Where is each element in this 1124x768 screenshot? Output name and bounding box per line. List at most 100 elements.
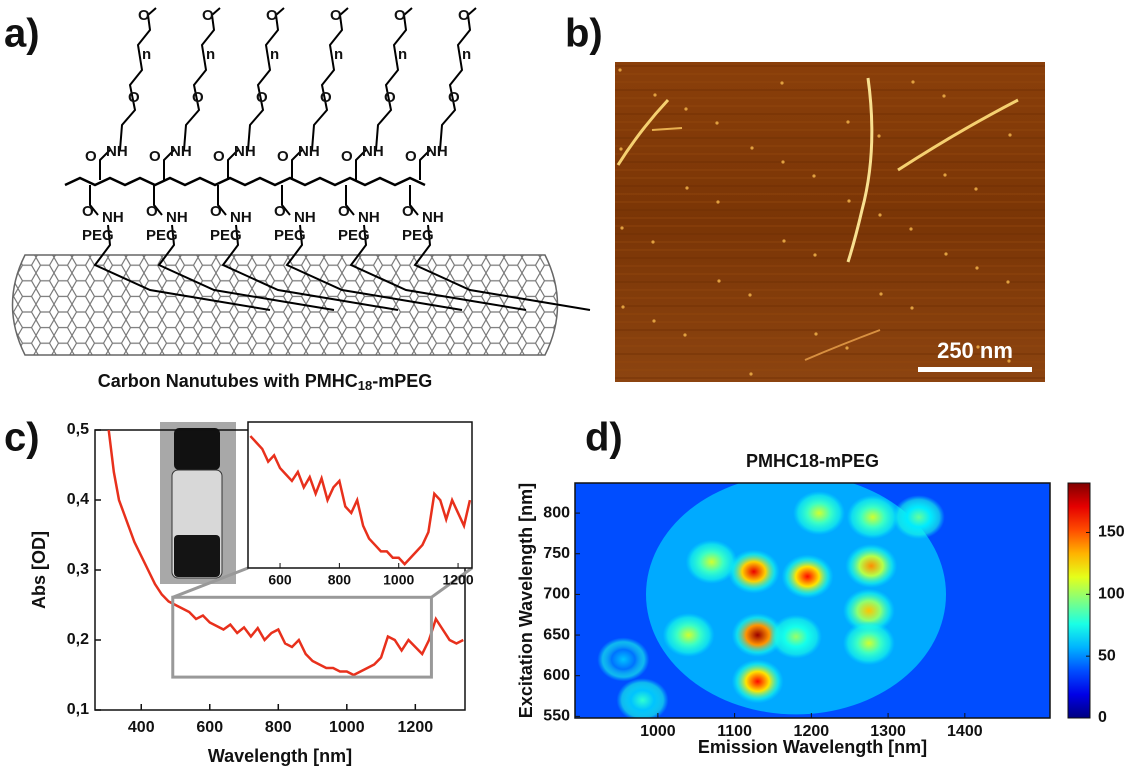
atom-label: O (202, 7, 214, 24)
particle (621, 305, 625, 309)
atom-label: PEG (82, 227, 114, 244)
vial-photo (160, 422, 236, 584)
x-axis-label: Emission Wavelength [nm] (698, 737, 927, 757)
inset-line (249, 435, 472, 566)
particle (878, 213, 882, 217)
pl-spot (685, 539, 738, 584)
atom-label: NH (166, 209, 188, 226)
pl-spot (662, 613, 715, 658)
particle (620, 226, 624, 230)
absorbance-chart: 400 600 800 1000 1200 0,1 0,2 0,3 0,4 0,5 Waveleng… (29, 421, 474, 766)
atom-label: O (274, 203, 286, 220)
y-tick-label: 0,1 (67, 701, 89, 718)
line (107, 429, 464, 677)
atom-label: NH (170, 143, 192, 160)
atom-label: O (320, 89, 332, 106)
particle (879, 292, 883, 296)
atom-label: PEG (402, 227, 434, 244)
particle (1006, 280, 1010, 284)
atom-label: O (384, 89, 396, 106)
caption: Carbon Nanutubes with PMHC18-mPEG (98, 371, 432, 394)
y-tick-label: 650 (543, 626, 570, 643)
atom-label: NH (358, 209, 380, 226)
particle (813, 253, 817, 257)
colorbar-tick-label: 150 (1098, 524, 1124, 541)
atom-label: O (138, 7, 150, 24)
particle (911, 80, 915, 84)
atom-label: NH (422, 209, 444, 226)
side-chain (281, 185, 463, 311)
atom-label: NH (294, 209, 316, 226)
colorbar-tick-label: 50 (1098, 647, 1116, 664)
atom-label: NH (230, 209, 252, 226)
particle (812, 174, 816, 178)
particle (782, 239, 786, 243)
atom-label: O (85, 148, 97, 165)
atom-label: O (149, 148, 161, 165)
pl-spot (793, 491, 846, 536)
particle (847, 199, 851, 203)
x-tick-label: 1400 (947, 723, 983, 740)
atom-label: O (266, 7, 278, 24)
y-tick-label: 0,3 (67, 561, 89, 578)
side-chain (89, 185, 271, 311)
atom-label: O (448, 89, 460, 106)
atom-label: O (128, 89, 140, 106)
pl-map: 1000 1100 1200 1300 1400550600650700750800PM… (516, 451, 1124, 757)
particle (1007, 359, 1011, 363)
atom-label: PEG (338, 227, 370, 244)
caption-text: -mPEG (372, 371, 432, 391)
atom-label: O (341, 148, 353, 165)
chart-title: PMHC18-mPEG (746, 451, 879, 471)
atom-label: NH (298, 143, 320, 160)
colorbar (1067, 482, 1091, 719)
atom-label: O (192, 89, 204, 106)
inset-x-tick-label: 1000 (383, 572, 414, 588)
atom-label: O (256, 89, 268, 106)
inset-x-tick-label: 600 (268, 572, 292, 588)
pl-spot (846, 495, 899, 540)
caption-subscript: 18 (358, 378, 372, 393)
particle (780, 81, 784, 85)
pl-spot (731, 613, 784, 658)
panel-label: d) (585, 416, 623, 460)
colorbar-tick-label: 0 (1098, 709, 1107, 726)
y-tick-label: 0,4 (67, 491, 89, 508)
map-frame (574, 482, 1051, 719)
x-tick-label: 800 (265, 719, 292, 736)
pl-spot (842, 588, 895, 633)
pl-spot (597, 637, 650, 682)
particle (750, 146, 754, 150)
zoom-connector (430, 566, 473, 599)
atom-label: O (146, 203, 158, 220)
particle (943, 173, 947, 177)
atom-label: n (270, 46, 279, 63)
caption-text: Carbon Nanutubes with PMHC (98, 371, 358, 391)
particle (877, 134, 881, 138)
atom-label: n (334, 46, 343, 63)
y-axis-label: Abs [OD] (29, 531, 49, 609)
particle (944, 252, 948, 256)
inset-x-tick-label: 1200 (442, 572, 473, 588)
y-tick-label: 0,2 (67, 631, 89, 648)
atom-label: PEG (210, 227, 242, 244)
y-tick-label: 700 (543, 586, 570, 603)
scale-bar-label: 250 nm (937, 338, 1013, 363)
particle (717, 279, 721, 283)
atom-label: NH (234, 143, 256, 160)
atom-label: O (402, 203, 414, 220)
particle (651, 240, 655, 244)
particle (975, 266, 979, 270)
x-tick-label: 400 (128, 719, 155, 736)
atom-label: O (277, 148, 289, 165)
afm-image: 250 nm (615, 62, 1045, 382)
pl-spot (727, 549, 780, 594)
x-tick-label: 1000 (329, 719, 365, 736)
particle (683, 333, 687, 337)
side-chain (153, 185, 335, 311)
y-tick-label: 750 (543, 545, 570, 562)
y-tick-label: 600 (543, 667, 570, 684)
atom-label: O (210, 203, 222, 220)
